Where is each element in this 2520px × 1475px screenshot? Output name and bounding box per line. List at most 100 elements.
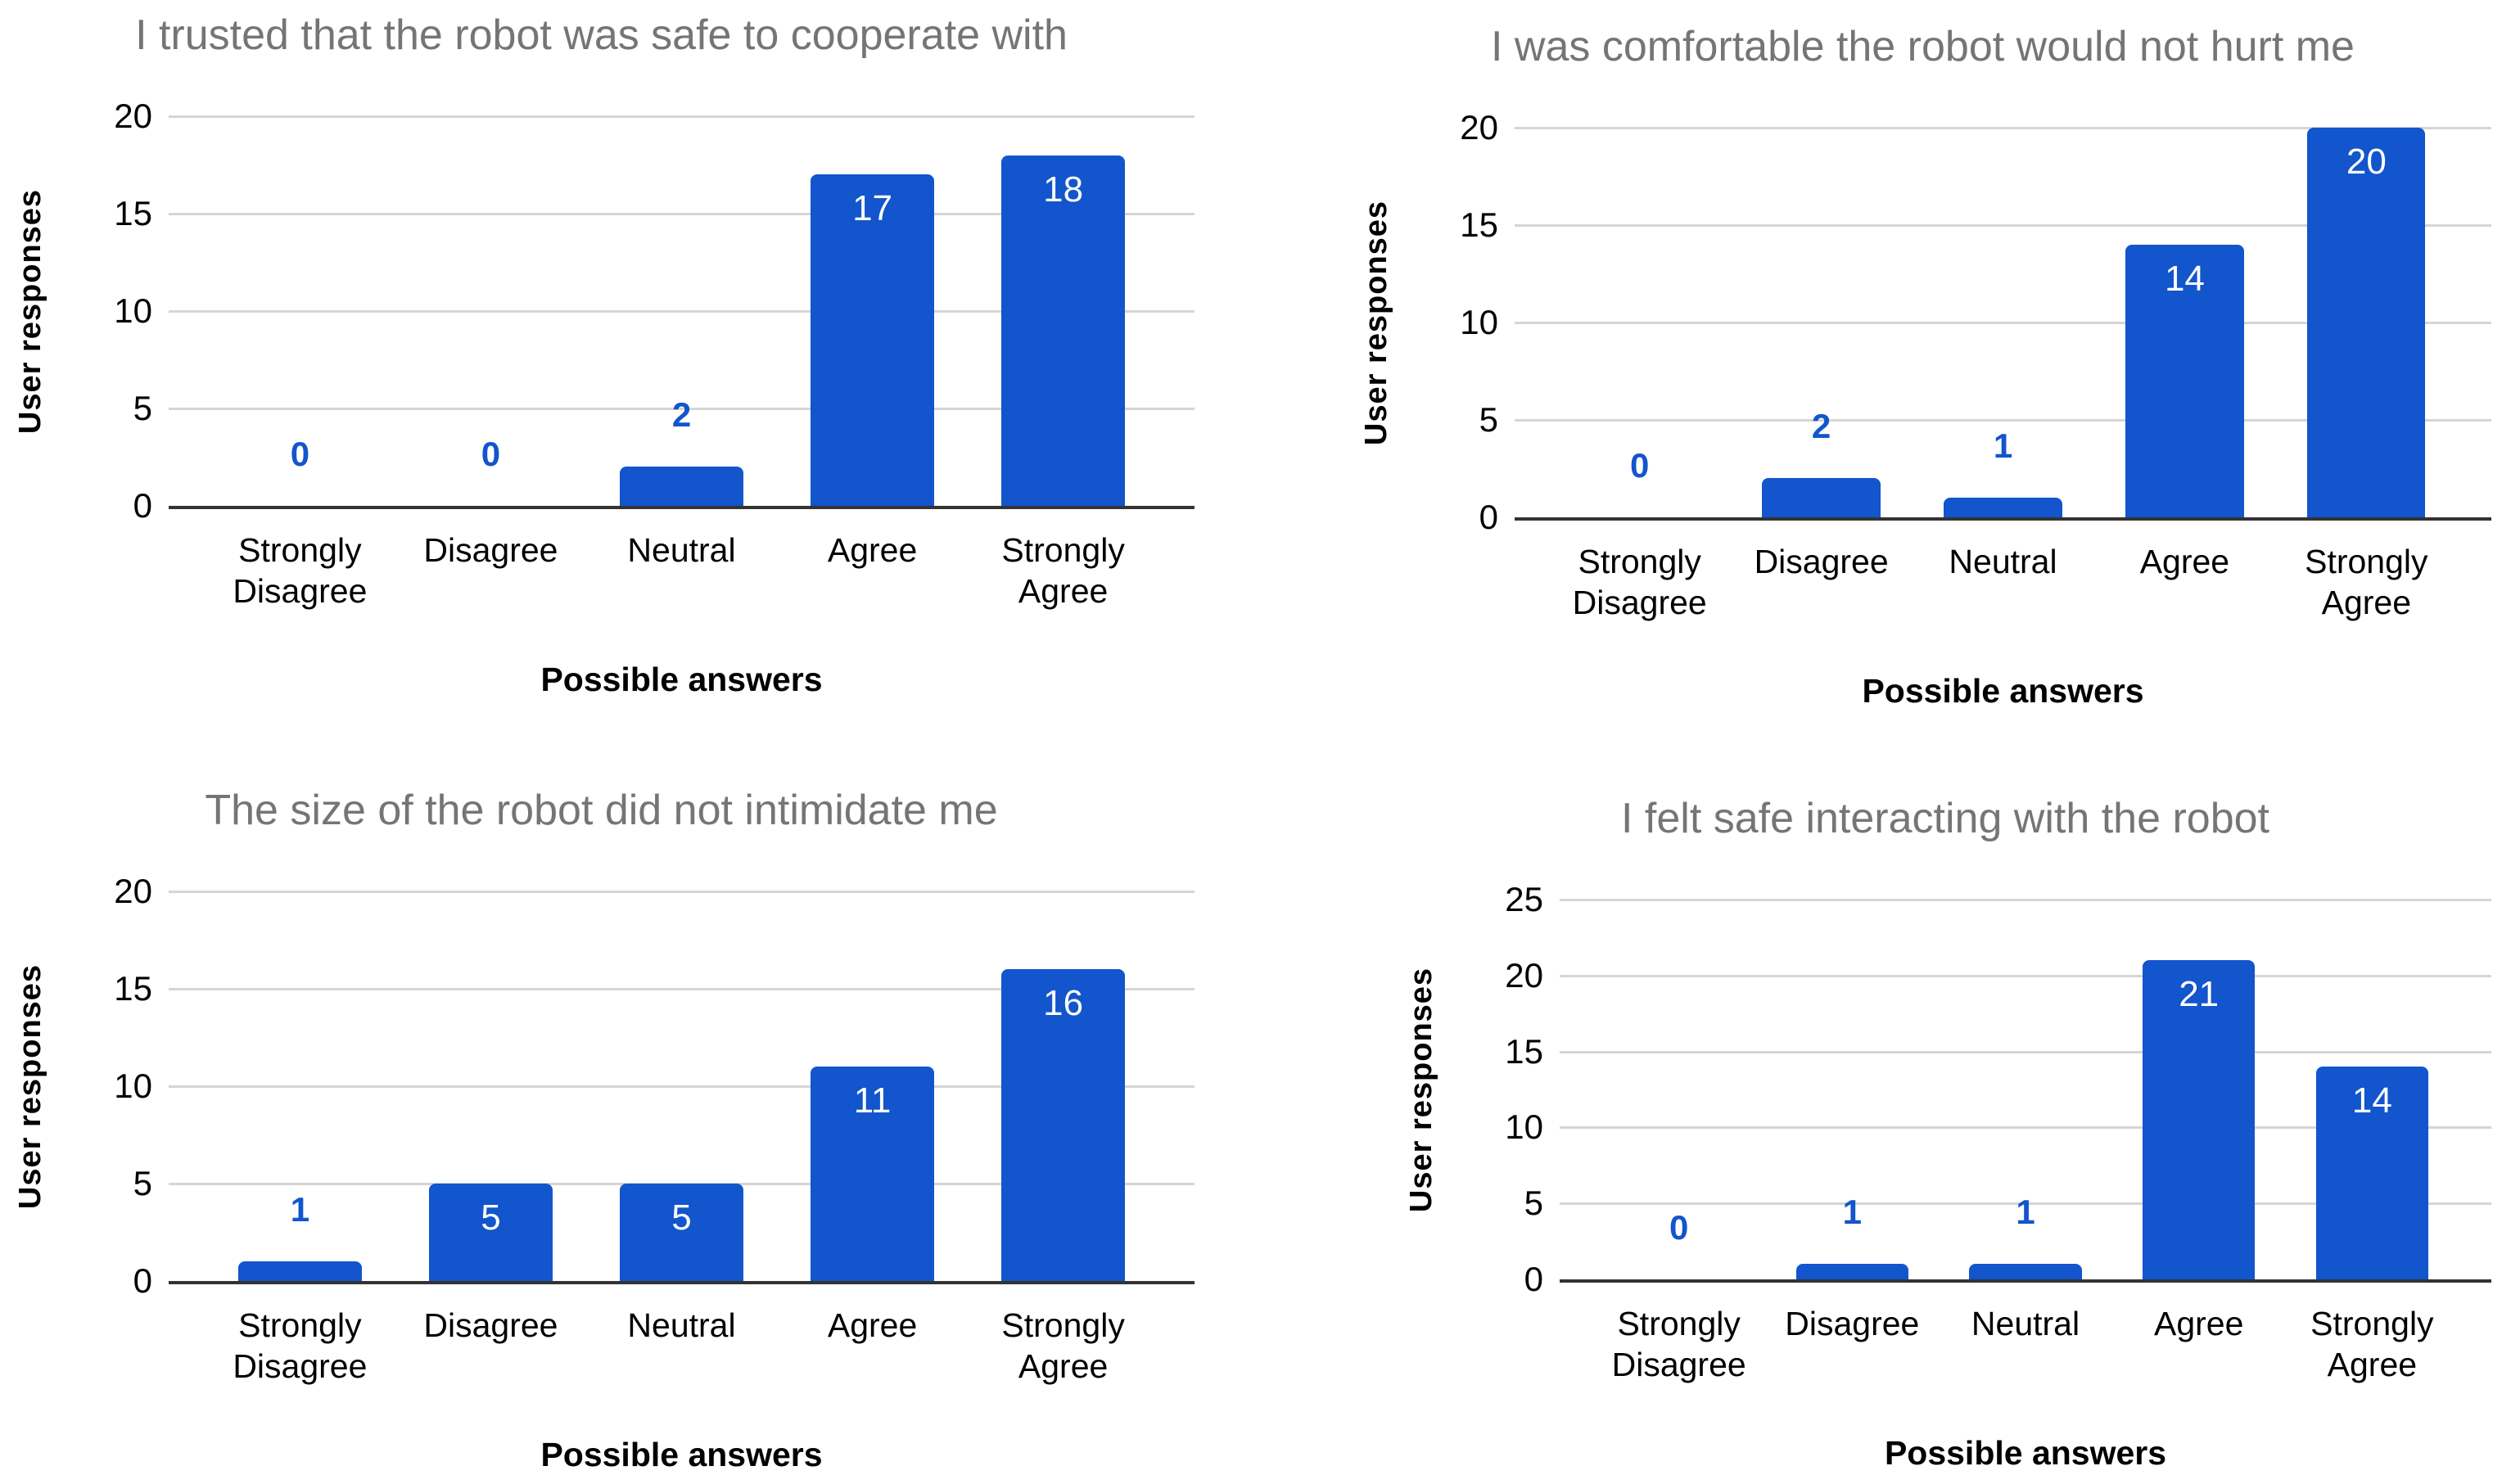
- y-axis-tick-labels: 0 5 10 15 20: [54, 99, 169, 523]
- bar-value-label: 20: [2346, 142, 2387, 182]
- bar-slot: 14: [2093, 128, 2275, 517]
- bar: 2: [619, 398, 744, 506]
- plot-column: 0 1 1 21 14 Strongly Disagree Disagree Neutral…: [1560, 899, 2491, 1473]
- bar-slot: 0: [395, 116, 586, 506]
- bar: 14: [2125, 244, 2244, 517]
- y-axis-tick-label: 15: [114, 969, 152, 1008]
- y-axis-tick-label: 20: [114, 97, 152, 135]
- plot-area: 0 0 2 17 18: [169, 115, 1195, 509]
- x-axis-title: Possible answers: [1862, 672, 2144, 710]
- bar-slot: 20: [2275, 128, 2457, 517]
- bar-value-label: 1: [1993, 426, 2013, 466]
- plot-area: 0 2 1 14 20: [1515, 127, 2491, 521]
- bar-slot: 0: [1592, 900, 1766, 1279]
- bar-value-label: 2: [1811, 407, 1831, 446]
- bar-slot: 18: [968, 116, 1158, 506]
- bar-series: 0 2 1 14 20: [1549, 128, 2458, 517]
- gridline: [1515, 127, 2491, 129]
- x-axis-tick-labels: Strongly Disagree Disagree Neutral Agree Str…: [1515, 541, 2491, 623]
- x-axis-tick-label: Strongly Agree: [2305, 543, 2428, 621]
- gridline: [1515, 419, 2491, 422]
- bar-value-label: 0: [1630, 446, 1650, 485]
- y-axis-tick-label: 15: [1460, 205, 1498, 244]
- bar-slot: 0: [1549, 128, 1731, 517]
- gridline: [1515, 322, 2491, 324]
- chart-panel: I was comfortable the robot would not hu…: [1260, 0, 2520, 738]
- x-axis-tick-label: Agree: [827, 1306, 918, 1344]
- y-axis-tick-label: 0: [1524, 1260, 1543, 1298]
- x-axis-tick-label: Strongly Agree: [2310, 1305, 2434, 1383]
- bar-series: 0 0 2 17 18: [205, 116, 1158, 506]
- bar-value-label: 0: [1669, 1208, 1689, 1247]
- bar-value-label: 5: [481, 1198, 501, 1238]
- y-axis-title-container: User responses: [8, 891, 54, 1281]
- x-axis-tick-label: Strongly Disagree: [1611, 1305, 1746, 1383]
- chart-area: User responses 0 5 10 15 20 0 0 2 17 18 Strongly…: [8, 99, 1195, 699]
- bar-slot: 0: [205, 116, 395, 506]
- y-axis-title-container: User responses: [8, 116, 54, 506]
- y-axis-title: User responses: [1404, 967, 1439, 1212]
- x-axis-tick-labels: Strongly Disagree Disagree Neutral Agree Str…: [169, 1305, 1195, 1387]
- y-axis-tick-label: 10: [1460, 303, 1498, 341]
- gridline: [1560, 1202, 2491, 1206]
- bar-value-label: 1: [290, 1190, 310, 1229]
- chart-title: I felt safe interacting with the robot: [1621, 795, 2269, 842]
- bar: 1: [1944, 429, 2062, 517]
- y-axis-tick-label: 25: [1505, 880, 1543, 918]
- gridline: [169, 213, 1195, 215]
- bar-series: 1 5 5 11 16: [205, 891, 1158, 1281]
- x-axis-tick-label: Strongly Disagree: [1572, 543, 1707, 621]
- bar-value-label: 14: [2164, 258, 2205, 299]
- y-axis-tick-label: 20: [114, 872, 152, 910]
- bar: 14: [2315, 1067, 2429, 1279]
- y-axis-tick-label: 15: [114, 194, 152, 232]
- bar-slot: 2: [586, 116, 777, 506]
- y-axis-title: User responses: [13, 188, 48, 434]
- y-axis-tick-label: 20: [1460, 108, 1498, 147]
- bar: 20: [2307, 128, 2426, 517]
- bar-series: 0 1 1 21 14: [1592, 900, 2459, 1279]
- bar-slot: 2: [1731, 128, 1913, 517]
- x-axis-tick-label: Agree: [2139, 543, 2230, 580]
- y-axis-tick-label: 0: [133, 486, 152, 525]
- y-axis-tick-labels: 0 5 10 15 20: [1400, 111, 1515, 535]
- bar-slot: 1: [1766, 900, 1940, 1279]
- y-axis-title: User responses: [1359, 200, 1394, 445]
- bar: 2: [1762, 409, 1881, 517]
- gridline: [169, 891, 1195, 893]
- bar: 1: [237, 1193, 363, 1281]
- x-axis-tick-labels: Strongly Disagree Disagree Neutral Agree Str…: [169, 530, 1195, 611]
- x-axis-title: Possible answers: [540, 1436, 823, 1473]
- gridline: [1560, 899, 2491, 901]
- y-axis-tick-label: 0: [133, 1261, 152, 1300]
- y-axis-tick-label: 5: [133, 389, 152, 427]
- chart-panel: I felt safe interacting with the robot U…: [1260, 738, 2520, 1475]
- bar-slot: 1: [1939, 900, 2112, 1279]
- x-axis-title: Possible answers: [1884, 1434, 2167, 1472]
- bar-value-label: 18: [1043, 169, 1084, 210]
- x-axis-tick-label: Neutral: [627, 1306, 736, 1344]
- x-axis-tick-label: Strongly Disagree: [233, 1306, 368, 1385]
- bar-value-label: 21: [2179, 974, 2220, 1015]
- y-axis-tick-labels: 0 5 10 15 20: [54, 874, 169, 1298]
- plot-area: 1 5 5 11 16: [169, 891, 1195, 1284]
- bar-value-label: 1: [2016, 1193, 2035, 1232]
- bar-slot: 14: [2286, 900, 2459, 1279]
- bar-value-label: 14: [2351, 1080, 2392, 1121]
- bar: 5: [619, 1184, 744, 1281]
- y-axis-tick-label: 5: [1479, 400, 1498, 439]
- x-axis-tick-label: Neutral: [1971, 1305, 2080, 1342]
- bar-value-label: 5: [671, 1198, 692, 1238]
- bar-slot: 11: [777, 891, 968, 1281]
- bar: 16: [1000, 969, 1126, 1281]
- bar-slot: 5: [586, 891, 777, 1281]
- y-axis: User responses 0 5 10 15 20: [1354, 111, 1515, 535]
- bar-slot: 21: [2112, 900, 2286, 1279]
- y-axis-tick-label: 20: [1505, 955, 1543, 995]
- x-axis-tick-label: Disagree: [423, 1306, 558, 1344]
- bar: 17: [810, 174, 935, 506]
- y-axis-tick-label: 15: [1505, 1031, 1543, 1071]
- y-axis-title-container: User responses: [1399, 900, 1445, 1279]
- bar-value-label: 2: [671, 395, 692, 435]
- bar-value-label: 16: [1043, 983, 1084, 1024]
